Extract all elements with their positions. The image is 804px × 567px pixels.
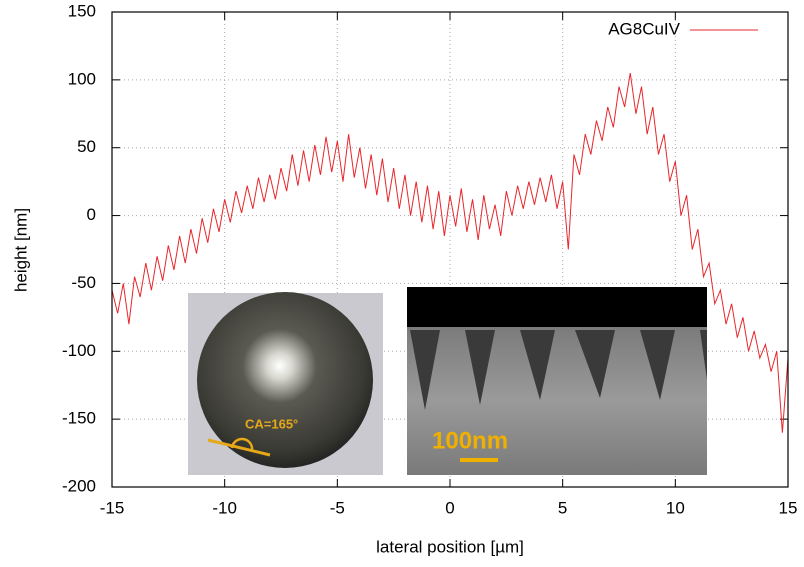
sem-top xyxy=(407,287,707,327)
scale-label: 100nm xyxy=(432,427,508,454)
x-tick-label: -10 xyxy=(212,498,237,517)
angle-line xyxy=(207,438,271,457)
y-tick-label: -200 xyxy=(62,476,96,495)
droplet xyxy=(197,292,373,468)
contact-angle: CA=165° xyxy=(245,416,298,431)
x-tick-label: -15 xyxy=(100,498,125,517)
y-tick-label: 150 xyxy=(68,1,96,20)
y-tick-label: -50 xyxy=(71,273,96,292)
y-tick-label: -100 xyxy=(62,341,96,360)
sem-grooves xyxy=(410,330,707,410)
x-tick-label: 5 xyxy=(558,498,567,517)
angle-arc xyxy=(230,437,254,451)
data-line xyxy=(111,72,789,433)
plot-frame xyxy=(111,11,789,488)
y-tick-label: 50 xyxy=(77,137,96,156)
y-axis-label: height [nm] xyxy=(11,208,30,292)
y-tick-label: 100 xyxy=(68,69,96,88)
x-tick-label: 15 xyxy=(779,498,798,517)
x-tick-label: -5 xyxy=(330,498,345,517)
legend-label: AG8CuIV xyxy=(608,19,680,38)
insets: CA=165° 100nm xyxy=(188,287,707,475)
x-tick-label: 10 xyxy=(666,498,685,517)
x-tick-label: 0 xyxy=(445,498,454,517)
y-tick-label: -150 xyxy=(62,409,96,428)
x-axis-label: lateral position [µm] xyxy=(376,537,524,556)
y-tick-label: 0 xyxy=(87,205,96,224)
